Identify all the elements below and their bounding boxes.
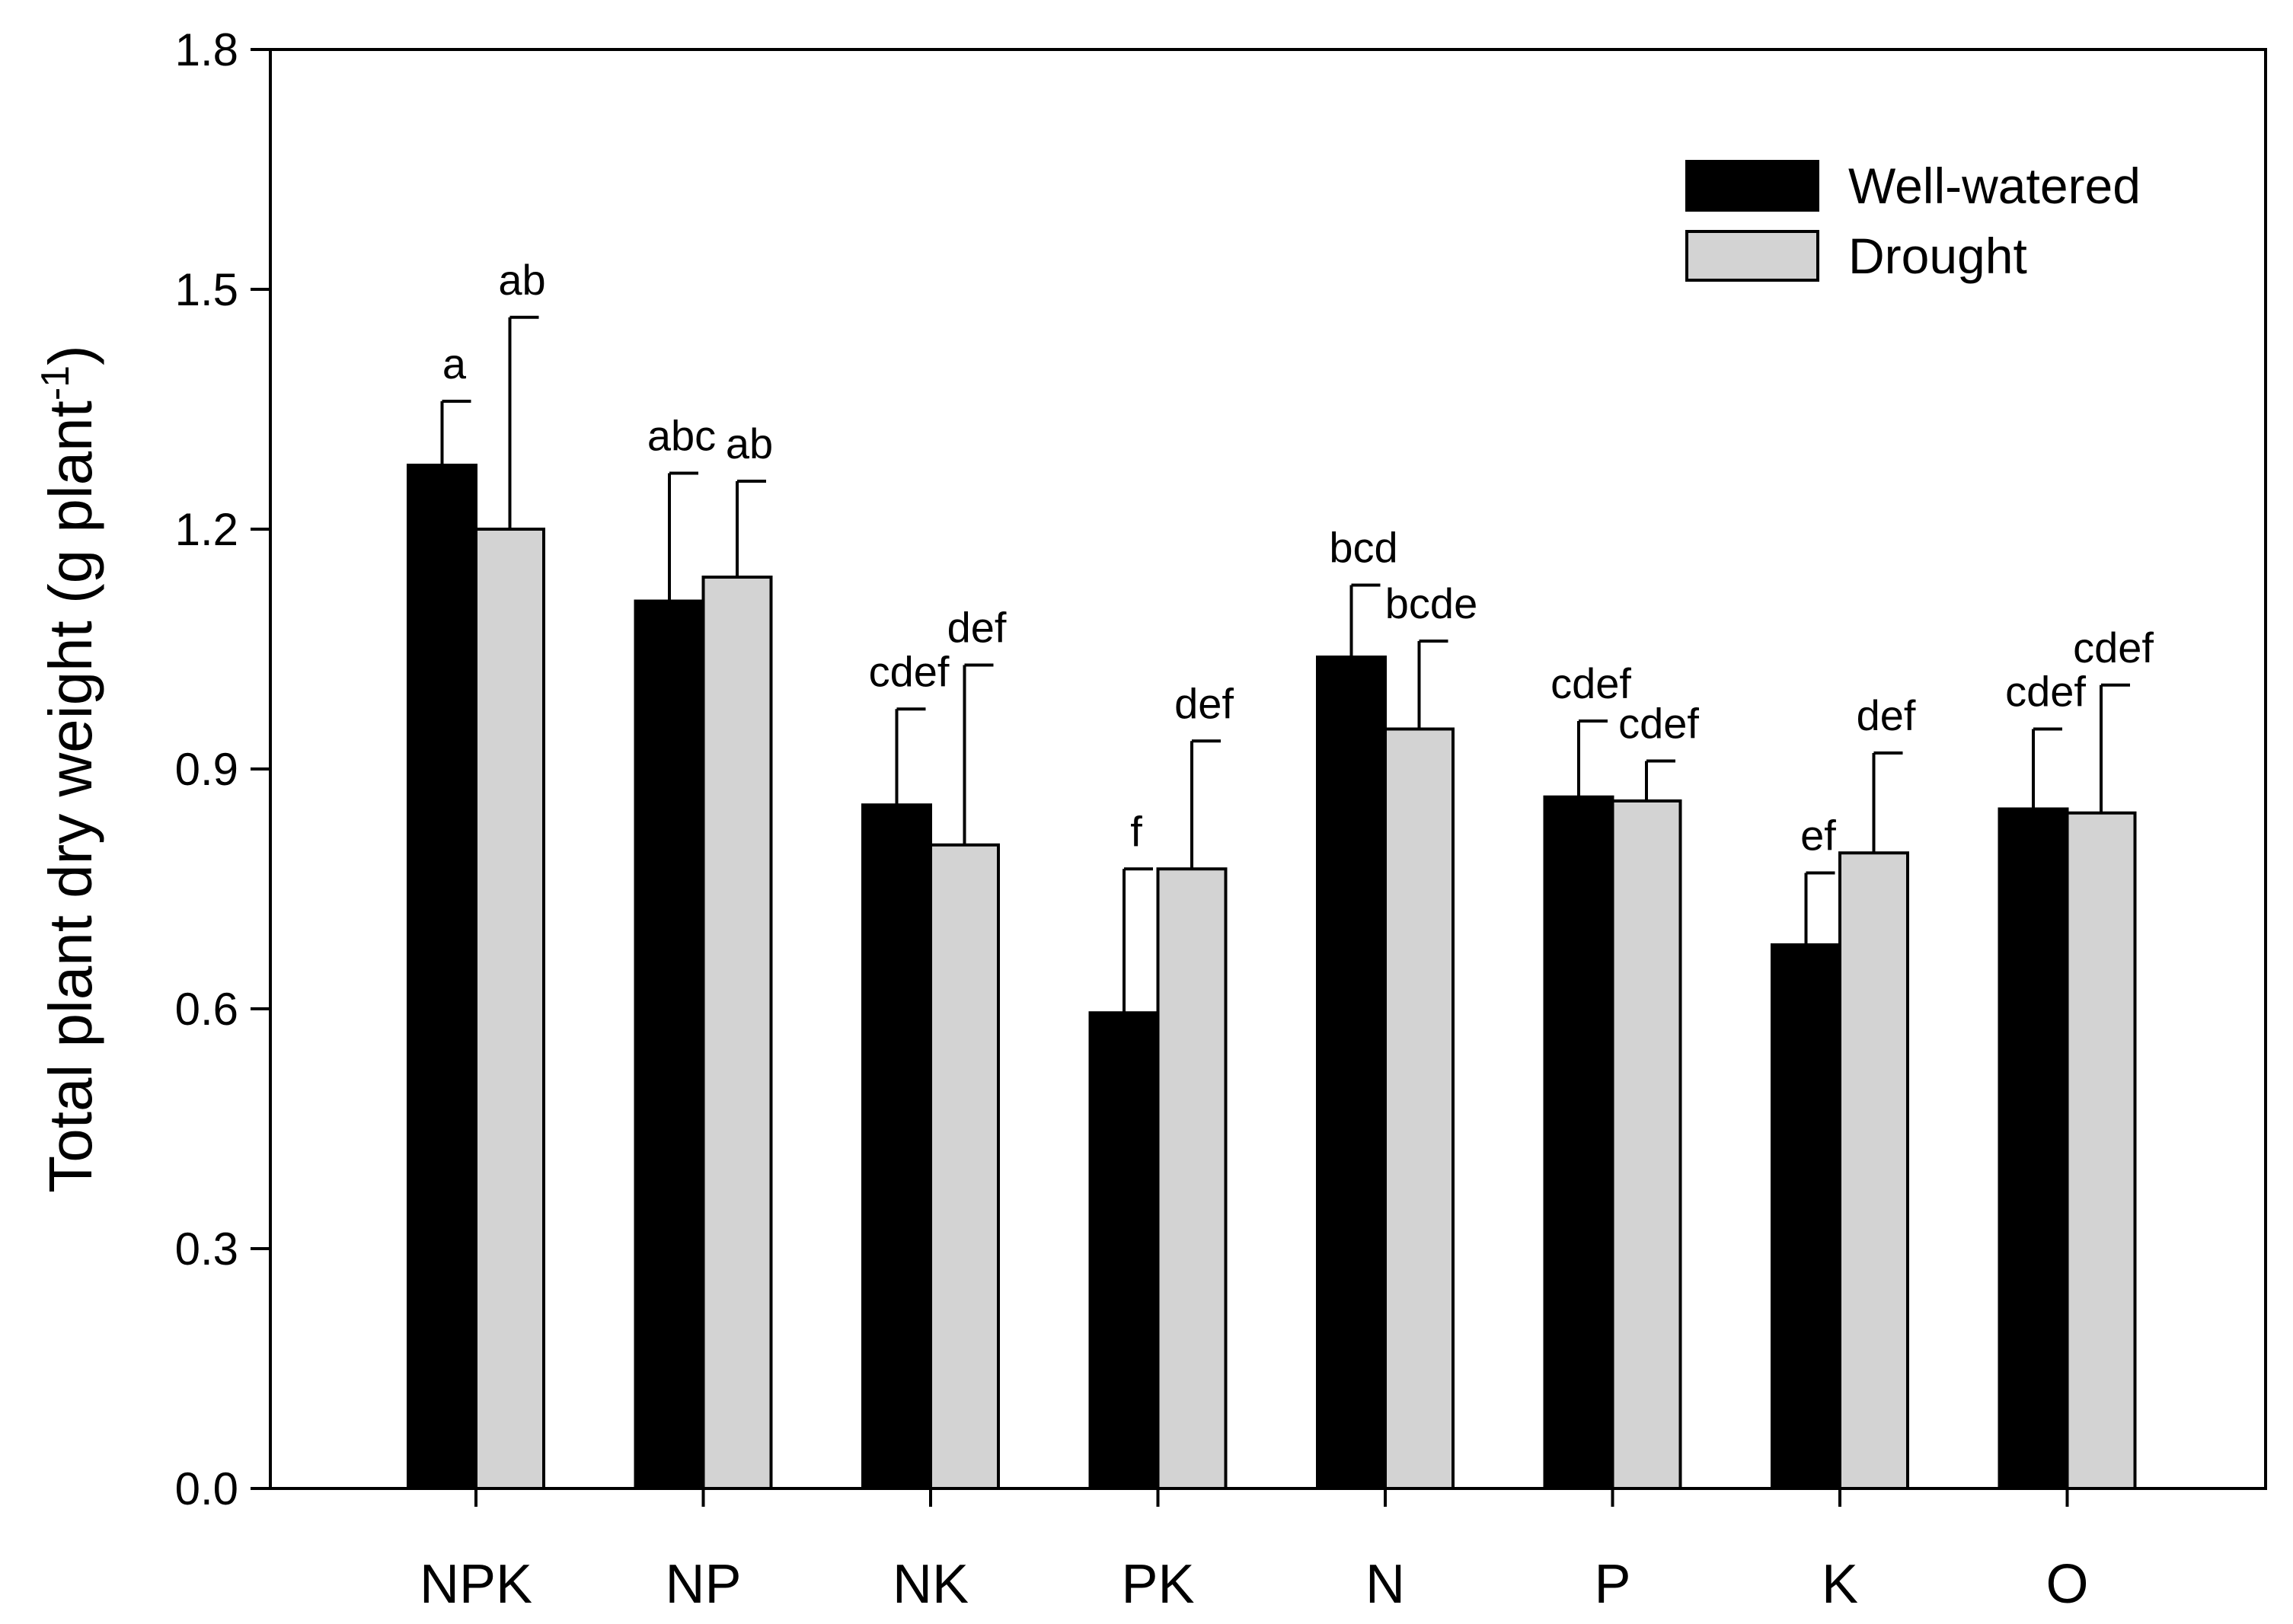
sig-letter-drought-n: bcde — [1385, 579, 1477, 627]
x-tick-label-o: O — [2045, 1554, 2088, 1615]
y-axis-title-suffix: ) — [37, 345, 104, 365]
bars-layer — [407, 464, 2137, 1490]
bar-drought-p — [1611, 799, 1682, 1490]
sig-letter-well-watered-nk: cdef — [869, 647, 950, 695]
bar-well-watered-k — [1771, 943, 1841, 1490]
bar-drought-npk — [474, 528, 545, 1490]
bar-well-watered-p — [1543, 795, 1614, 1490]
sig-letter-well-watered-p: cdef — [1550, 659, 1631, 707]
bar-drought-n — [1384, 727, 1455, 1490]
y-tick-label: 0.6 — [175, 984, 238, 1035]
bar-drought-pk — [1156, 867, 1228, 1490]
sig-letter-well-watered-pk: f — [1130, 807, 1142, 855]
x-tick-label-p: P — [1594, 1554, 1630, 1615]
y-tick-label: 1.8 — [175, 24, 238, 75]
sig-letter-well-watered-npk: a — [442, 340, 467, 388]
y-axis-title-group: Total plant dry weight (g plant-1) — [34, 345, 104, 1192]
bar-drought-o — [2065, 811, 2137, 1490]
sig-letter-well-watered-k: ef — [1800, 812, 1836, 860]
sig-letter-drought-k: def — [1857, 691, 1916, 739]
sig-letter-drought-o: cdef — [2073, 624, 2154, 672]
legend-swatch-drought — [1685, 230, 1819, 282]
sig-letter-drought-p: cdef — [1618, 700, 1699, 748]
bar-drought-np — [701, 576, 773, 1490]
sig-letter-drought-nk: def — [947, 604, 1007, 652]
bar-well-watered-pk — [1088, 1011, 1160, 1490]
y-axis-title: Total plant dry weight (g plant-1) — [34, 345, 104, 1192]
y-tick-label: 0.9 — [175, 744, 238, 795]
sig-letter-drought-np: ab — [726, 420, 773, 467]
y-tick-label: 1.2 — [175, 504, 238, 555]
sig-letter-drought-pk: def — [1174, 679, 1234, 727]
bar-well-watered-np — [634, 599, 705, 1490]
sig-letter-well-watered-n: bcd — [1329, 524, 1397, 572]
x-tick-label-n: N — [1365, 1554, 1405, 1615]
y-axis-title-superscript: -1 — [34, 365, 78, 400]
bar-well-watered-nk — [861, 803, 932, 1490]
bar-drought-k — [1838, 851, 1909, 1490]
y-tick-label: 0.3 — [175, 1224, 238, 1275]
bar-well-watered-o — [1998, 807, 2069, 1490]
y-tick-label: 0.0 — [175, 1463, 238, 1514]
legend-label-well-watered: Well-watered — [1848, 158, 2141, 214]
sig-letter-well-watered-o: cdef — [2005, 668, 2086, 716]
bar-well-watered-npk — [407, 464, 477, 1490]
legend-label-drought: Drought — [1848, 228, 2027, 284]
x-tick-label-pk: PK — [1121, 1554, 1194, 1615]
x-tick-label-npk: NPK — [420, 1554, 532, 1615]
legend-swatch-well-watered — [1685, 160, 1819, 212]
x-tick-label-nk: NK — [893, 1554, 969, 1615]
x-tick-label-np: NP — [665, 1554, 741, 1615]
bar-well-watered-n — [1316, 656, 1387, 1490]
bar-drought-nk — [929, 843, 1000, 1490]
sig-letter-drought-npk: ab — [498, 256, 545, 304]
y-tick-label: 1.5 — [175, 264, 238, 315]
x-tick-label-k: K — [1822, 1554, 1858, 1615]
sig-letter-well-watered-np: abc — [647, 412, 716, 460]
error-bars-layer — [440, 315, 2130, 1013]
y-axis-title-main: Total plant dry weight (g plant — [37, 400, 104, 1193]
legend: Well-watered Drought — [1685, 158, 2141, 284]
